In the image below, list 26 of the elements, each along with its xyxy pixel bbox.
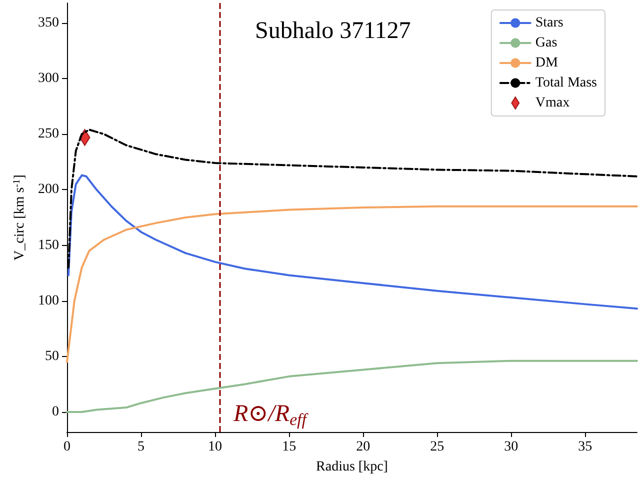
legend-label: Total Mass [535, 76, 598, 90]
line-series [67, 174, 638, 310]
y-tick-label: 50 [45, 348, 59, 364]
x-tick-label: 0 [64, 440, 70, 454]
x-axis-title: Radius [kpc] [316, 460, 388, 474]
y-tick-label: 350 [38, 16, 59, 31]
y-tick-label: 200 [38, 182, 59, 198]
x-tick-label: 5 [138, 440, 145, 454]
legend-label: Vmax [535, 96, 570, 110]
legend-label: DM [535, 56, 558, 70]
legend-label: Gas [535, 36, 558, 50]
line-series [66, 205, 638, 363]
y-tick-label: 150 [38, 238, 59, 253]
x-tick-label: 30 [504, 440, 518, 454]
x-tick-label: 20 [356, 440, 370, 454]
y-tick-label: 0 [52, 404, 59, 420]
y-tick-label: 250 [38, 126, 59, 142]
x-tick-label: 25 [430, 440, 444, 454]
x-tick-label: 10 [208, 440, 222, 454]
legend-label: Stars [535, 16, 564, 30]
y-axis-title: V_circ [km s-1] [11, 174, 28, 260]
y-tick-label: 100 [38, 293, 59, 308]
x-tick-label: 35 [578, 440, 592, 454]
x-tick-label: 15 [282, 440, 296, 454]
text: Subhalo 371127 [255, 18, 411, 44]
y-tick-label: 300 [38, 71, 59, 86]
